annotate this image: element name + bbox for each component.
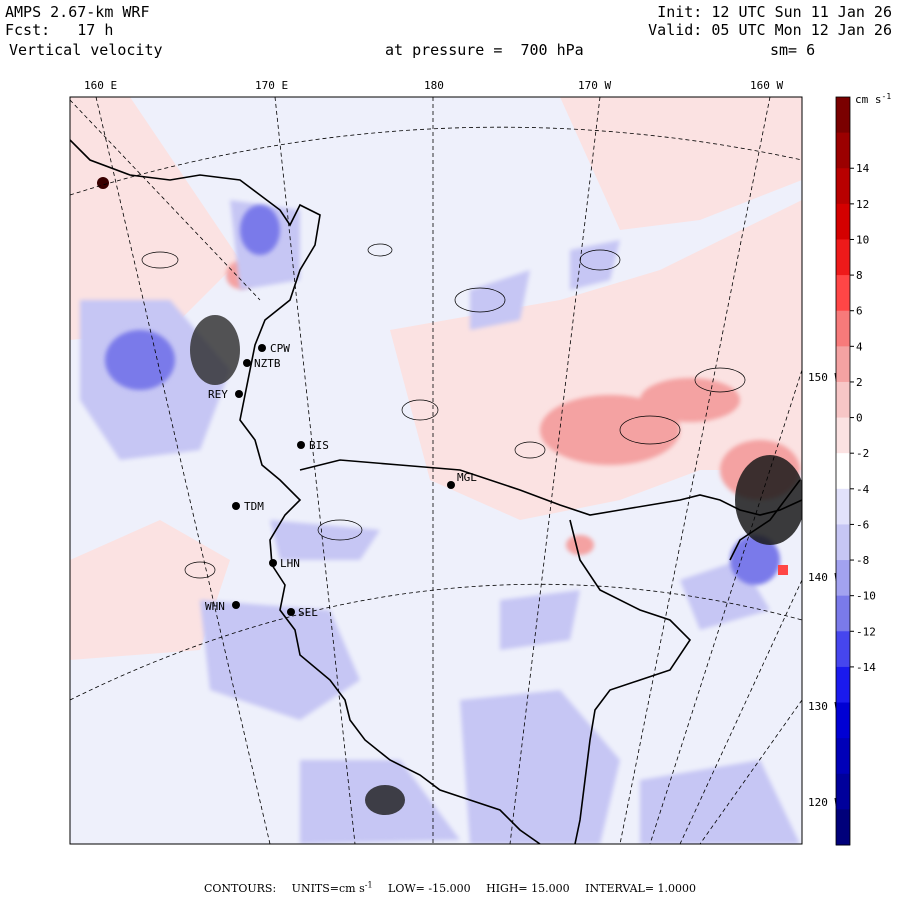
svg-text:LHN: LHN bbox=[280, 557, 300, 570]
colorbar-swatch bbox=[836, 132, 850, 169]
colorbar-swatch bbox=[836, 738, 850, 775]
colorbar-tick-label: -14 bbox=[856, 661, 876, 674]
intense-convection bbox=[97, 177, 802, 815]
footer-high: HIGH= 15.000 bbox=[486, 881, 570, 895]
station-lhn[interactable]: LHN bbox=[269, 557, 300, 570]
colorbar-swatch bbox=[836, 488, 850, 525]
colorbar-tick-label: 4 bbox=[856, 340, 863, 353]
colorbar-swatch bbox=[836, 631, 850, 668]
colorbar-swatch bbox=[836, 560, 850, 597]
colorbar-swatch bbox=[836, 524, 850, 561]
pressure-level: at pressure = 700 hPa bbox=[385, 41, 584, 59]
footer-contours-label: CONTOURS: bbox=[203, 881, 277, 895]
colorbar-tick-label: -8 bbox=[856, 554, 869, 567]
station-whn[interactable]: WHN bbox=[205, 600, 240, 613]
lon-label-160e: 160 E bbox=[84, 79, 117, 92]
coastline bbox=[70, 139, 802, 844]
colorbar-swatch bbox=[836, 275, 850, 312]
colorbar-tick-label: -10 bbox=[856, 590, 876, 603]
lon-label-180: 180 bbox=[424, 79, 444, 92]
lat-label-150w: 150 W bbox=[808, 371, 841, 384]
colorbar-swatch bbox=[836, 666, 850, 704]
station-nztb[interactable]: NZTB bbox=[243, 357, 281, 370]
model-title: AMPS 2.67-km WRF bbox=[5, 3, 150, 21]
colorbar-swatch bbox=[836, 809, 850, 846]
forecast-hour: Fcst: 17 h bbox=[5, 21, 114, 39]
colorbar-tick-label: 8 bbox=[856, 269, 863, 282]
lat-label-140w: 140 W bbox=[808, 571, 841, 584]
map-frame bbox=[69, 96, 803, 845]
station-cpw[interactable]: CPW bbox=[258, 342, 290, 355]
footer-low: LOW= -15.000 bbox=[388, 881, 471, 895]
colorbar-swatch bbox=[836, 346, 850, 383]
colorbar-swatch bbox=[836, 239, 850, 276]
latitude-labels: 150 W 140 W 130 W 120 W bbox=[808, 371, 841, 809]
colorbar-tick-label: 6 bbox=[856, 305, 863, 318]
svg-text:CPW: CPW bbox=[270, 342, 290, 355]
colorbar-tick-label: 2 bbox=[856, 376, 863, 389]
strong-downdraft-region bbox=[105, 205, 780, 585]
colorbar-swatch bbox=[836, 381, 850, 419]
svg-text:BIS: BIS bbox=[309, 439, 329, 452]
colorbar-units: cm s-1 bbox=[855, 92, 891, 106]
svg-text:MGL: MGL bbox=[457, 471, 477, 484]
colorbar-tick-label: 0 bbox=[856, 412, 863, 425]
colorbar-tick-label: -2 bbox=[856, 447, 869, 460]
colorbar bbox=[835, 96, 851, 846]
colorbar-swatch bbox=[836, 417, 850, 454]
colorbar-swatch bbox=[836, 97, 850, 134]
contour-lines bbox=[141, 243, 746, 579]
svg-text:SEL: SEL bbox=[298, 606, 318, 619]
colorbar-swatch bbox=[836, 310, 850, 347]
longitude-labels: 160 E 170 E 180 170 W 160 W bbox=[84, 79, 783, 92]
svg-text:TDM: TDM bbox=[244, 500, 264, 513]
station-sel[interactable]: SEL bbox=[287, 606, 318, 619]
footer-units: UNITS=cm s-1 bbox=[291, 880, 373, 895]
station-bis[interactable]: BIS bbox=[297, 439, 329, 452]
colorbar-swatch bbox=[836, 203, 850, 240]
colorbar-tick-label: -12 bbox=[856, 625, 876, 638]
colorbar-ticks: 14 12 10 8 6 4 2 0 -2 -4 -6 -8 -10 -12 -14 bbox=[850, 162, 876, 674]
colorbar-border bbox=[835, 96, 851, 846]
colorbar-tick-label: 10 bbox=[856, 233, 869, 246]
station-mgl[interactable]: MGL bbox=[447, 471, 477, 489]
station-markers: CPW NZTB REY BIS MGL TDM LHN WHN bbox=[205, 342, 477, 619]
updraft-region bbox=[70, 97, 802, 660]
colorbar-swatch bbox=[836, 702, 850, 739]
footer-interval: INTERVAL= 1.0000 bbox=[585, 881, 697, 895]
colorbar-tick-label: 14 bbox=[856, 162, 870, 175]
valid-time: Valid: 05 UTC Mon 12 Jan 26 bbox=[648, 21, 892, 39]
colorbar-tick-label: -6 bbox=[856, 518, 869, 531]
map-panel[interactable] bbox=[70, 97, 805, 844]
colorbar-swatch bbox=[836, 773, 850, 810]
colorbar-tick-label: 12 bbox=[856, 198, 869, 211]
colorbar-swatch bbox=[836, 595, 850, 632]
colorbar-swatch bbox=[836, 168, 850, 205]
footer-contour-info: CONTOURS: UNITS=cm s-1 LOW= -15.000 HIGH… bbox=[0, 880, 900, 895]
lon-label-170w: 170 W bbox=[578, 79, 611, 92]
lon-label-170e: 170 E bbox=[255, 79, 288, 92]
svg-text:WHN: WHN bbox=[205, 600, 225, 613]
colorbar-tick-label: -4 bbox=[856, 483, 870, 496]
station-tdm[interactable]: TDM bbox=[232, 500, 264, 513]
svg-text:REY: REY bbox=[208, 388, 228, 401]
colorbar-swatch bbox=[836, 453, 850, 490]
svg-text:NZTB: NZTB bbox=[254, 357, 281, 370]
init-time: Init: 12 UTC Sun 11 Jan 26 bbox=[657, 3, 892, 21]
station-rey[interactable]: REY bbox=[208, 388, 243, 401]
graticule bbox=[70, 97, 802, 844]
smoothing: sm= 6 bbox=[770, 41, 816, 59]
lat-label-130w: 130 W bbox=[808, 700, 841, 713]
lon-label-160w: 160 W bbox=[750, 79, 783, 92]
lat-label-120w: 120 W bbox=[808, 796, 841, 809]
field-name: Vertical velocity bbox=[9, 41, 163, 59]
